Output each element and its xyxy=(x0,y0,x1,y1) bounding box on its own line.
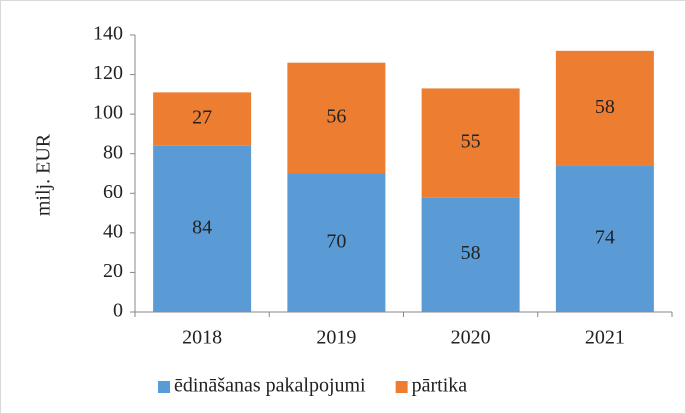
legend-label: ēdināšanas pakalpojumi xyxy=(174,375,366,397)
y-tick-label: 120 xyxy=(93,62,123,84)
legend-swatch xyxy=(158,381,170,393)
data-label: 27 xyxy=(192,107,212,129)
bar-segment xyxy=(555,50,654,166)
data-label: 84 xyxy=(192,216,212,238)
y-tick-label: 100 xyxy=(93,102,123,124)
y-tick-label: 40 xyxy=(103,220,123,242)
legend-label: pārtika xyxy=(412,375,468,397)
data-label: 74 xyxy=(595,226,615,248)
x-tick-label: 2018 xyxy=(182,327,222,349)
bar-segment xyxy=(421,88,520,198)
y-tick-label: 0 xyxy=(113,300,123,322)
legend-swatch xyxy=(395,381,408,393)
x-tick-label: 2019 xyxy=(316,327,356,349)
bar-segment xyxy=(153,145,252,312)
y-tick-label: 80 xyxy=(103,141,123,163)
bar-segment xyxy=(153,92,252,146)
x-tick-label: 2021 xyxy=(585,327,625,349)
bar-segment xyxy=(555,165,654,312)
data-label: 70 xyxy=(326,230,346,252)
y-tick-label: 140 xyxy=(93,23,123,45)
y-axis-label: milj. EUR xyxy=(33,133,55,216)
y-tick-label: 60 xyxy=(103,181,123,203)
data-label: 58 xyxy=(595,96,615,118)
y-tick-label: 20 xyxy=(103,260,123,282)
data-label: 58 xyxy=(461,242,481,264)
bar-segment xyxy=(287,62,386,174)
x-tick-label: 2020 xyxy=(451,327,491,349)
bar-segment xyxy=(421,197,520,312)
data-label: 55 xyxy=(461,130,481,152)
bar-segment xyxy=(287,173,386,312)
data-label: 56 xyxy=(326,106,346,128)
